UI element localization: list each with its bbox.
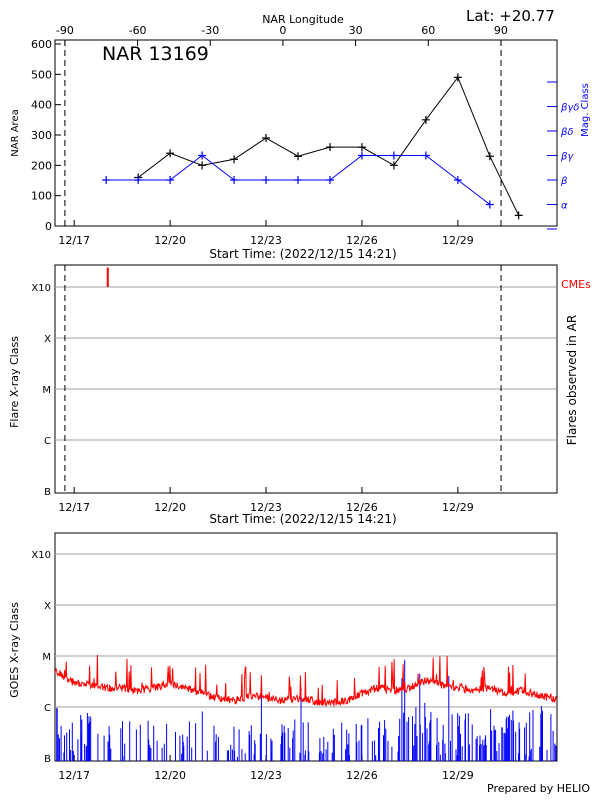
mag-point — [262, 176, 271, 184]
area-point — [294, 152, 303, 161]
class-label: X — [44, 334, 51, 345]
x-tick-label: 12/20 — [154, 501, 186, 514]
x-tick-label: 12/26 — [346, 769, 378, 782]
panel2-y-label: Flare X-ray Class — [8, 336, 21, 428]
y-tick-label: 500 — [31, 68, 52, 81]
mag-point — [166, 176, 175, 184]
panel1-x-label: Start Time: (2022/12/15 14:21) — [209, 247, 396, 261]
mag-tick-label: α — [561, 201, 568, 212]
y-tick-label: 100 — [31, 190, 52, 203]
class-label: C — [44, 703, 51, 714]
lon-tick-label: 90 — [494, 24, 508, 37]
x-tick-label: 12/17 — [58, 234, 90, 247]
x-tick-label: 12/20 — [154, 769, 186, 782]
panel1-title: NAR 13169 — [102, 43, 209, 65]
nar-area-panel: NAR 13169 NAR Area Mag. Class Start Time… — [10, 24, 591, 261]
x-tick-label: 12/29 — [442, 234, 474, 247]
class-label: X — [44, 601, 51, 612]
area-point — [357, 143, 366, 152]
mag-point — [294, 176, 303, 184]
x-tick-label: 12/29 — [442, 501, 474, 514]
panel2-x-label: Start Time: (2022/12/15 14:21) — [209, 512, 396, 526]
x-tick-label: 12/26 — [346, 501, 378, 514]
latitude-label: Lat: +20.77 — [466, 7, 555, 25]
lon-tick-label: 0 — [279, 24, 286, 37]
mag-point — [230, 176, 239, 184]
area-point — [325, 143, 334, 152]
lon-tick-label: 30 — [349, 24, 363, 37]
x-tick-label: 12/23 — [250, 234, 282, 247]
lon-tick-label: -60 — [129, 24, 147, 37]
goes-panel: GOES X-ray Class B C M X X10 12/17 12/20 12/23 1… — [8, 532, 558, 782]
panel3-y-label: GOES X-ray Class — [8, 602, 21, 698]
x-tick-label: 12/26 — [346, 234, 378, 247]
y-tick-label: 600 — [31, 38, 52, 51]
area-point — [166, 149, 175, 158]
mag-point — [357, 151, 366, 160]
credit-text: Prepared by HELIO — [487, 782, 590, 795]
x-tick-label: 12/20 — [154, 234, 186, 247]
mag-point — [325, 176, 334, 184]
class-label: X10 — [31, 283, 51, 294]
y-tick-label: 300 — [31, 129, 52, 142]
mag-point — [421, 151, 430, 160]
area-point — [453, 73, 462, 82]
mag-tick-label: βδ — [560, 127, 574, 138]
panel3-frame — [54, 532, 558, 762]
panel1-y-label: NAR Area — [10, 109, 21, 156]
panel1-frame — [54, 39, 558, 227]
x-tick-label: 12/23 — [250, 501, 282, 514]
area-point — [485, 152, 494, 161]
area-series-line — [137, 76, 520, 216]
mag-point — [134, 176, 143, 184]
mag-point — [102, 176, 111, 184]
class-label: M — [42, 385, 51, 396]
class-label: B — [44, 754, 51, 765]
flare-class-panel: Flare X-ray Class Flares observed in AR … — [8, 264, 591, 526]
mag-point — [198, 151, 207, 160]
class-label: C — [44, 436, 51, 447]
panel2-frame — [54, 264, 558, 494]
x-tick-label: 12/23 — [250, 769, 282, 782]
mag-tick-label: βγ — [560, 152, 574, 163]
cme-legend: CMEs — [561, 278, 591, 291]
x-tick-label: 12/17 — [58, 501, 90, 514]
area-point — [198, 161, 207, 170]
mag-point — [453, 176, 462, 184]
panel2-right-label: Flares observed in AR — [565, 315, 579, 445]
lon-tick-label: 60 — [421, 24, 435, 37]
lon-tick-label: -90 — [56, 24, 74, 37]
y-tick-label: 0 — [45, 220, 52, 233]
class-label: B — [44, 487, 51, 498]
area-point — [389, 161, 398, 170]
area-point — [262, 134, 271, 143]
area-point — [514, 211, 523, 220]
x-tick-label: 12/17 — [58, 769, 90, 782]
panel1-right-label: Mag. Class — [580, 83, 591, 137]
mag-tick-label: β — [560, 176, 568, 187]
y-tick-label: 400 — [31, 99, 52, 112]
goes-short-series — [56, 660, 557, 761]
class-label: X10 — [31, 550, 51, 561]
lon-tick-label: -30 — [201, 24, 219, 37]
area-point — [421, 115, 430, 124]
x-tick-label: 12/29 — [442, 769, 474, 782]
mag-point — [389, 151, 398, 160]
area-point — [230, 155, 239, 164]
mag-point — [485, 200, 494, 209]
goes-long-series — [54, 654, 558, 707]
y-tick-label: 200 — [31, 159, 52, 172]
top-axis-label: NAR Longitude — [262, 13, 344, 26]
class-label: M — [42, 652, 51, 663]
mag-tick-label: βγδ — [560, 103, 579, 114]
